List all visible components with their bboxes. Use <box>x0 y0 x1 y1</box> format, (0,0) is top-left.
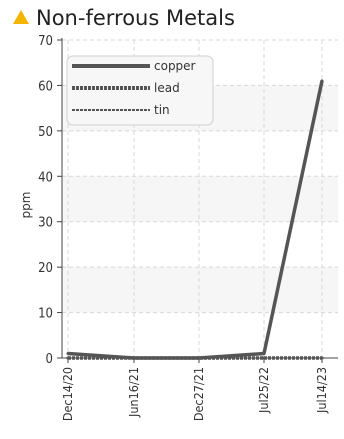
y-tick-label: 0 <box>46 352 53 367</box>
data-point-copper <box>262 351 266 355</box>
grid-band <box>62 267 338 313</box>
data-point-copper <box>66 351 70 355</box>
y-tick-label: 30 <box>38 216 53 231</box>
legend-label-lead: lead <box>154 81 180 95</box>
y-tick-label: 70 <box>38 34 53 49</box>
x-tick-label: Jun16/21 <box>126 367 141 418</box>
data-point-copper <box>320 79 324 83</box>
legend-label-tin: tin <box>154 103 170 117</box>
legend-label-copper: copper <box>154 59 196 73</box>
warning-triangle-icon <box>13 10 29 24</box>
data-point-lead <box>66 356 70 360</box>
y-axis-label: ppm <box>19 192 33 219</box>
x-tick-label: Dec14/20 <box>60 367 75 421</box>
data-point-copper <box>132 356 136 360</box>
y-tick-label: 60 <box>38 79 53 94</box>
x-tick-label: Jul14/23 <box>314 367 329 414</box>
x-tick-label: Dec27/21 <box>191 367 206 421</box>
legend: copper lead tin <box>66 55 214 126</box>
data-point-lead <box>262 356 266 360</box>
y-tick-label: 20 <box>38 261 53 276</box>
x-tick-label: Jul25/22 <box>256 367 271 414</box>
legend-box <box>66 55 214 126</box>
y-tick-label: 40 <box>38 170 53 185</box>
y-tick-label: 50 <box>38 125 53 140</box>
data-point-lead <box>320 356 324 360</box>
chart-title: Non-ferrous Metals <box>36 6 235 30</box>
y-tick-label: 10 <box>38 307 53 322</box>
data-point-copper <box>197 356 201 360</box>
